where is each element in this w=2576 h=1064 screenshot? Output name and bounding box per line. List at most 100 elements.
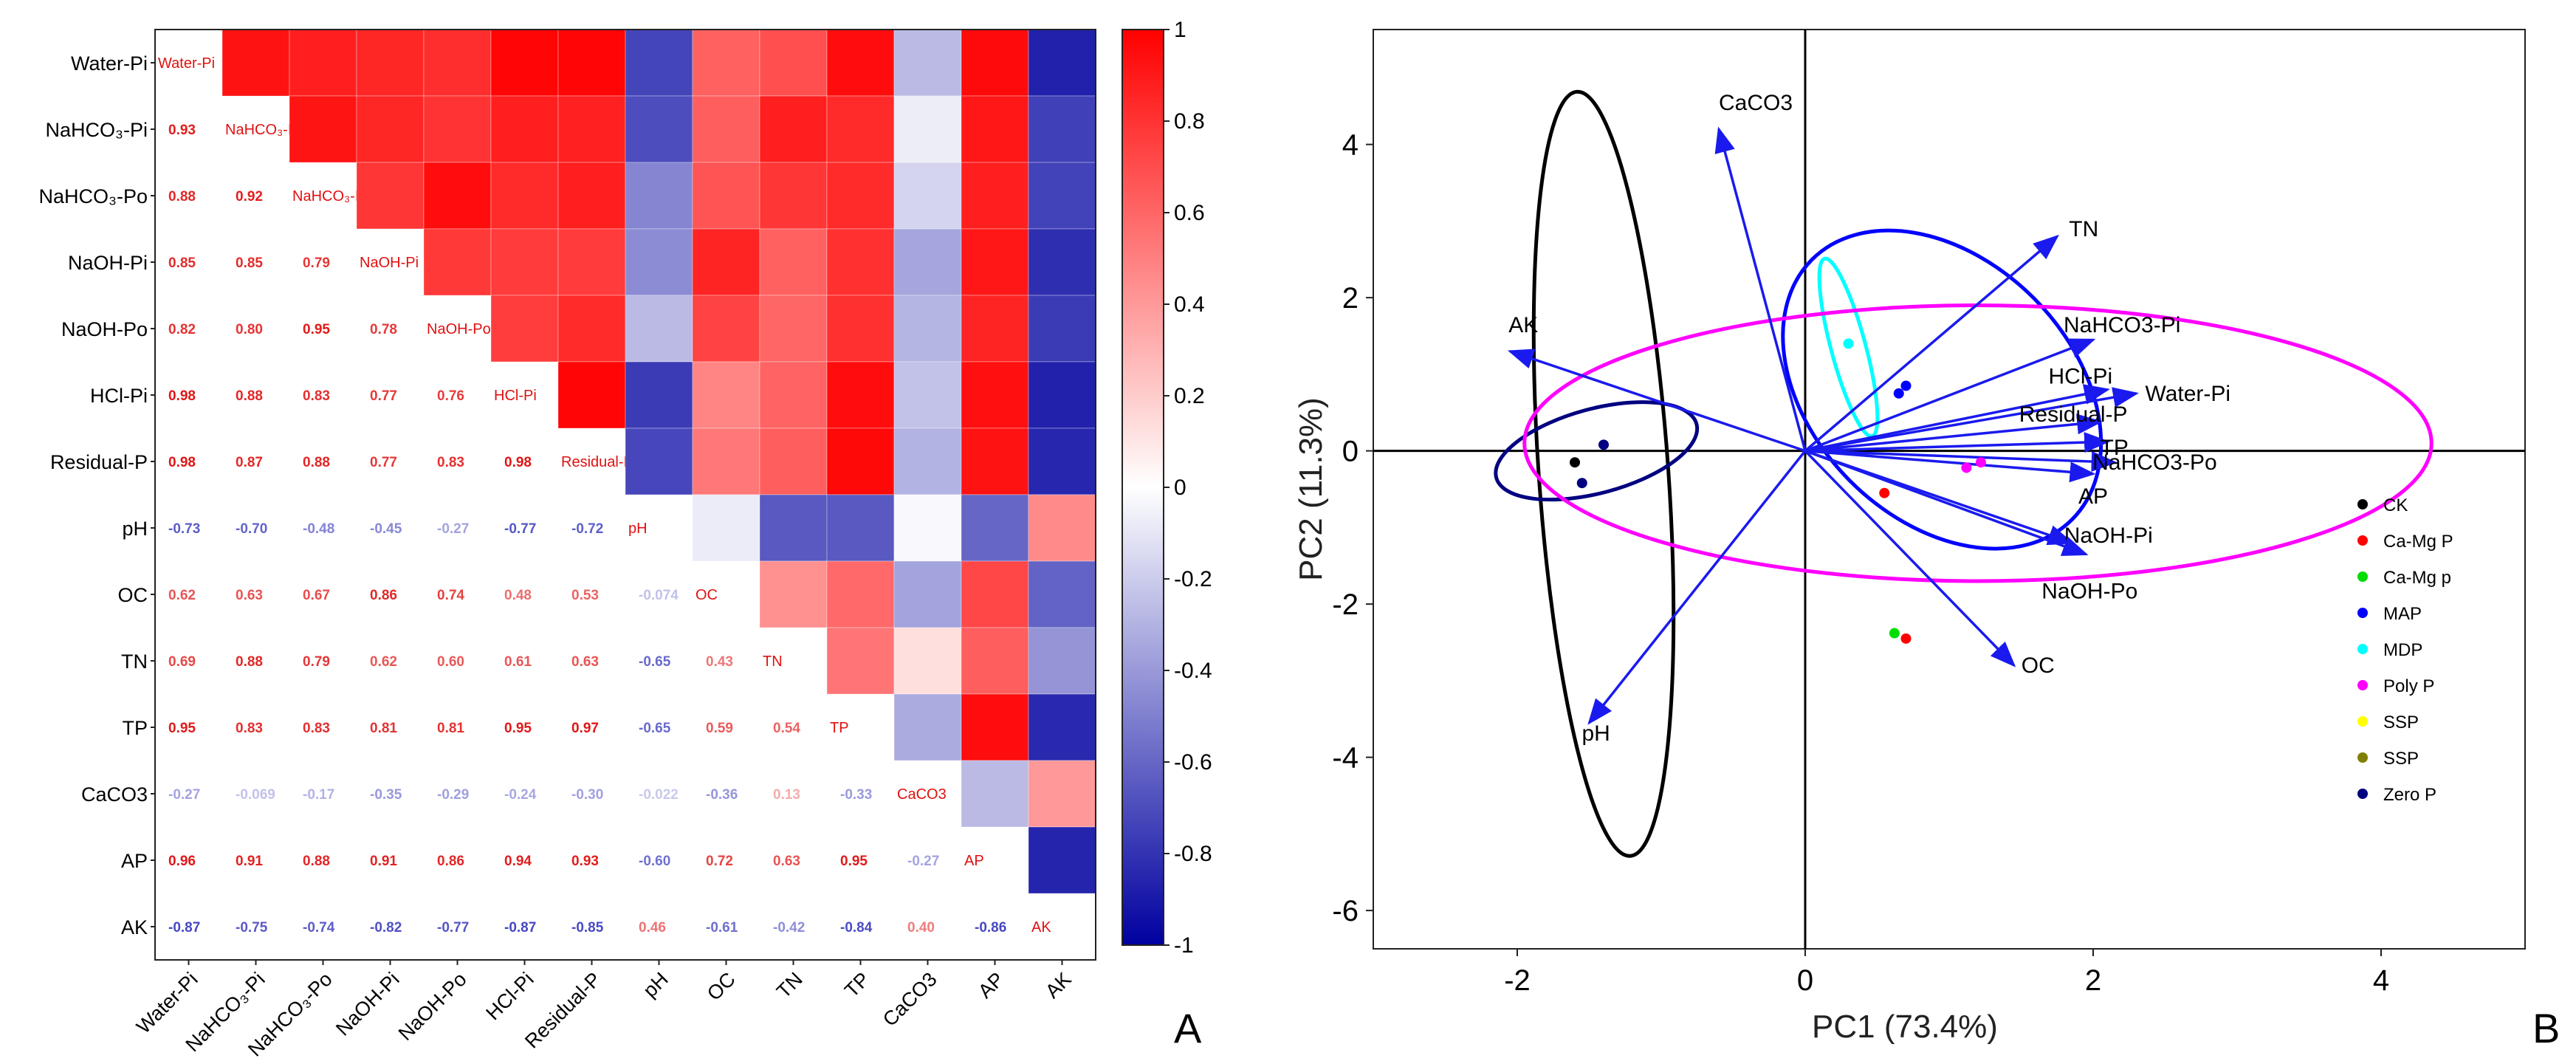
heat-cell-tn-caco3 [893,627,962,695]
heat-cell-residual-p-ap [961,428,1029,495]
colorbar-tick-label-9: -0.8 [1174,842,1212,866]
heat-cell-naoh-pi-caco3 [893,228,962,296]
value-label-residual-p-nahco3-pi: 0.87 [236,455,263,470]
col-label-tp: TP [840,968,874,1002]
value-label-ak-ap: -0.86 [975,920,1006,936]
heat-cell-water-pi-nahco3-pi [221,29,290,97]
legend-label-8: Zero P [2383,785,2436,805]
value-label-ph-nahco3-pi: -0.70 [236,521,267,537]
value-label-caco3-tp: -0.33 [840,787,872,803]
value-label-tp-ph: -0.65 [639,721,671,736]
value-label-ph-nahco3-po: -0.48 [303,521,334,537]
point-zero-p-8-1 [1576,478,1587,489]
value-label-ap-water-pi: 0.96 [168,854,196,869]
heat-cell-hcl-pi-oc [692,361,760,429]
col-label-hcl-pi: HCl-Pi [481,968,537,1024]
row-label-naoh-pi: NaOH-Pi [68,252,148,274]
row-label-naoh-po: NaOH-Po [61,318,148,340]
value-label-tp-water-pi: 0.95 [168,721,196,736]
row-label-tn: TN [121,651,148,673]
colorbar-tick-label-3: 0.4 [1174,292,1205,317]
legend-marker-3 [2357,608,2368,618]
heat-cell-ph-ap [961,494,1029,562]
value-label-tn-ph: -0.65 [639,654,671,670]
y-tick-label-2: -2 [1332,588,1359,621]
value-label-caco3-hcl-pi: -0.24 [504,787,537,803]
value-label-tp-hcl-pi: 0.95 [504,721,532,736]
heat-cell-naoh-pi-ak [1028,228,1096,296]
heat-cell-naoh-pi-naoh-po [423,228,492,296]
heat-cell-oc-caco3 [893,560,962,628]
heat-cell-water-pi-residual-p [557,29,626,97]
value-label-oc-naoh-pi: 0.86 [370,588,397,603]
value-label-tp-tn: 0.54 [773,721,800,736]
col-label-water-pi: Water-Pi [132,968,202,1038]
point-zero-p-8-0 [1598,439,1609,450]
heat-cell-nahco3-po-tp [826,162,895,230]
heat-cell-nahco3-pi-oc [692,95,760,163]
loading-label-ph: pH [1582,721,1610,746]
legend-label-4: MDP [2383,640,2422,660]
heat-cell-water-pi-naoh-pi [356,29,425,97]
heat-cell-water-pi-hcl-pi [490,29,559,97]
value-label-caco3-residual-p: -0.30 [571,787,603,803]
point-ca-mg-p-1-0 [1879,487,1890,498]
y-tick-label-5: 4 [1342,129,1359,162]
heat-cell-nahco3-pi-ph [625,95,693,163]
value-label-ph-residual-p: -0.72 [571,521,603,537]
legend-label-3: MAP [2383,604,2422,624]
row-label-residual-p: Residual-P [50,451,148,473]
colorbar-gradient [1122,29,1164,946]
value-label-oc-ph: -0.074 [639,588,679,603]
heat-cell-naoh-pi-residual-p [557,228,626,296]
value-label-ak-water-pi: -0.87 [168,920,200,936]
heat-cell-nahco3-po-caco3 [893,162,962,230]
value-label-caco3-tn: 0.13 [773,787,800,803]
point-mdp-4-0 [1843,338,1854,349]
loading-label-naoh-pi: NaOH-Pi [2064,524,2153,548]
heat-cell-nahco3-pi-residual-p [557,95,626,163]
loading-vector-naoh-po [1804,449,2089,556]
value-label-ap-tn: 0.63 [773,854,800,869]
heat-cell-oc-ak [1028,560,1096,628]
heat-cell-nahco3-po-ap [961,162,1029,230]
y-tick-label-3: 0 [1342,436,1359,468]
legend-label-6: SSP [2383,713,2419,732]
heat-cell-naoh-po-hcl-pi [490,295,559,363]
value-label-naoh-po-water-pi: 0.82 [168,322,196,337]
value-label-hcl-pi-water-pi: 0.98 [168,388,196,404]
value-label-ak-hcl-pi: -0.87 [504,920,536,936]
legend-marker-8 [2357,789,2368,799]
value-label-oc-naoh-po: 0.74 [437,588,464,603]
heat-cell-ap-ak [1028,826,1096,894]
heat-cell-nahco3-po-naoh-pi [356,162,425,230]
colorbar-tick-label-2: 0.6 [1174,201,1205,225]
value-label-ap-residual-p: 0.93 [571,854,599,869]
value-label-residual-p-water-pi: 0.98 [168,455,196,470]
diag-label-water-pi: Water-Pi [158,55,215,72]
loading-label-ap: AP [2078,484,2108,509]
diag-label-ak: AK [1031,919,1051,936]
legend-marker-4 [2357,644,2368,654]
diag-label-tp: TP [830,720,849,736]
heat-cell-oc-ap [961,560,1029,628]
legend-marker-5 [2357,680,2368,690]
col-label-ap: AP [974,968,1009,1003]
value-label-tp-naoh-po: 0.81 [437,721,464,736]
value-label-caco3-nahco3-pi: -0.069 [236,787,275,803]
value-label-ap-ph: -0.60 [639,854,670,869]
value-label-ap-tp: 0.95 [840,854,868,869]
heat-cell-nahco3-pi-caco3 [893,95,962,163]
heat-cell-ph-tp [826,494,895,562]
value-label-hcl-pi-nahco3-po: 0.83 [303,388,330,404]
value-label-hcl-pi-naoh-po: 0.76 [437,388,464,404]
heat-cell-water-pi-naoh-po [423,29,492,97]
legend-label-2: Ca-Mg p [2383,568,2451,588]
point-ca-mg-p-2-0 [1889,628,1900,639]
value-label-naoh-po-naoh-pi: 0.78 [370,322,397,337]
colorbar-tick-label-7: -0.4 [1174,659,1212,683]
value-label-residual-p-naoh-po: 0.83 [437,455,464,470]
heat-cell-nahco3-pi-naoh-po [423,95,492,163]
x-tick-label-1: 0 [1797,964,1813,997]
heat-cell-naoh-pi-tn [759,228,828,296]
